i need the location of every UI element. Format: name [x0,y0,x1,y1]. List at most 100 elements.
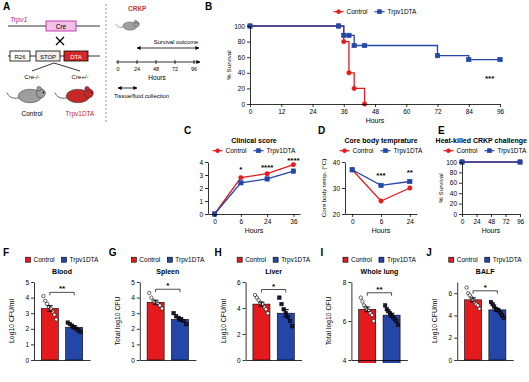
error-cap [47,311,53,312]
tick-mark [438,104,439,107]
plot-area [460,160,522,164]
tick: 4 [237,305,246,312]
timeline-tick-label: 96 [191,66,197,72]
error-cap [494,311,500,312]
legend-label: Control [351,256,373,263]
legend-marker [384,149,388,153]
tick-mark [344,104,345,107]
chart-title: Spleen [156,268,179,276]
legend: ControlTrpv1DTA [237,256,311,264]
data-point [342,39,346,43]
axis-line [246,283,247,361]
axis-line [345,163,346,215]
legend-items: ControlTrpv1DTA [26,256,100,264]
error-bar [391,313,392,317]
tick-mark [243,308,246,309]
series-line [352,170,410,201]
tick: 100 [234,23,250,30]
timeline-unit: Hours [148,74,166,81]
data-point [350,168,354,172]
tick-label: 100 [234,23,245,30]
legend: Control Trpv1DTA [443,147,527,155]
tick-mark [454,338,457,339]
plot-area [350,168,412,204]
significance: **** [261,163,274,172]
y-axis: 01234 [199,159,208,218]
legend-item: Control [443,147,478,154]
data-point [518,160,522,164]
tick-label: 24 [309,108,317,115]
tick-mark [313,104,314,107]
tick-label: 1 [131,341,135,348]
legend-swatch [343,257,348,262]
tick-label: 60 [238,54,246,61]
data-point [460,160,464,164]
divider [106,4,107,122]
data-point [160,307,163,310]
error-cap [71,328,77,329]
legend: ControlTrpv1DTA [334,8,418,16]
tick: 3 [131,310,140,317]
tick-label: 1 [199,198,203,205]
data-point [478,307,481,310]
timeline-axis [116,62,200,63]
chart-title: Heat-killed CRKP challenge [436,137,527,145]
x-axis-title: Hours [372,227,391,234]
stop-box [36,51,60,61]
panel-label: C [184,125,191,136]
chart-panel: B01224364860728496***Hours020406080100% … [205,1,504,124]
y-axis: 020406080100 [446,159,462,218]
panel-label: F [3,247,9,258]
timeline-tick [137,60,138,64]
tick-label: 3 [25,310,29,317]
data-point [212,212,216,216]
tick-mark [469,104,470,107]
tick-label: 60 [403,108,411,115]
tick-mark [137,329,140,330]
tick-mark [243,282,246,283]
y-axis: 203040 [333,159,346,218]
tick-label: 80 [238,38,246,45]
y-axis-title: Log10 CFU/ml [431,299,439,343]
mouse-icon [55,87,94,103]
tick-label: 0 [241,101,245,108]
tick: 40 [333,159,345,166]
tick-mark [406,104,407,107]
collection-label: Tissue/fluid collection [114,93,169,99]
legend: ControlTrpv1DTA [213,147,297,155]
chart-panel: J*0246Log10 CFU/ml [426,247,514,364]
tick: 3 [199,172,208,179]
bar [383,315,400,363]
tick-mark [477,214,478,217]
tick: 36 [341,104,349,115]
tick: 0 [449,357,458,364]
mouse-tail [116,24,124,28]
tick-mark [267,214,268,217]
data-point [248,24,252,28]
y-axis-title: % Survival [437,173,444,202]
legend: ControlTrpv1DTA [343,256,417,264]
branch-line [32,63,54,71]
tick-label: 4 [131,294,135,301]
tick: 20 [450,200,462,207]
tick-mark [137,282,140,283]
y-axis-title: Total log10 CFU [114,297,122,346]
tick-label: 0 [213,218,217,225]
error-bar [497,308,498,311]
tick-mark [342,188,345,189]
tick-mark [31,298,34,299]
tick-label: 5 [25,279,29,286]
data-point [239,175,243,179]
legend-item: Trpv1DTA [484,147,527,155]
tick-label: 30 [333,185,341,192]
legend-item: Trpv1DTA [375,8,418,16]
significance: ** [407,168,414,177]
tick-mark [31,313,34,314]
plot-area [465,286,506,360]
legend-label: Control [226,147,248,154]
legend-swatch [485,257,490,262]
legend: ControlTrpv1DTA [340,147,424,155]
error-cap [470,301,476,302]
tick-mark [459,183,462,184]
data-point [53,313,56,316]
